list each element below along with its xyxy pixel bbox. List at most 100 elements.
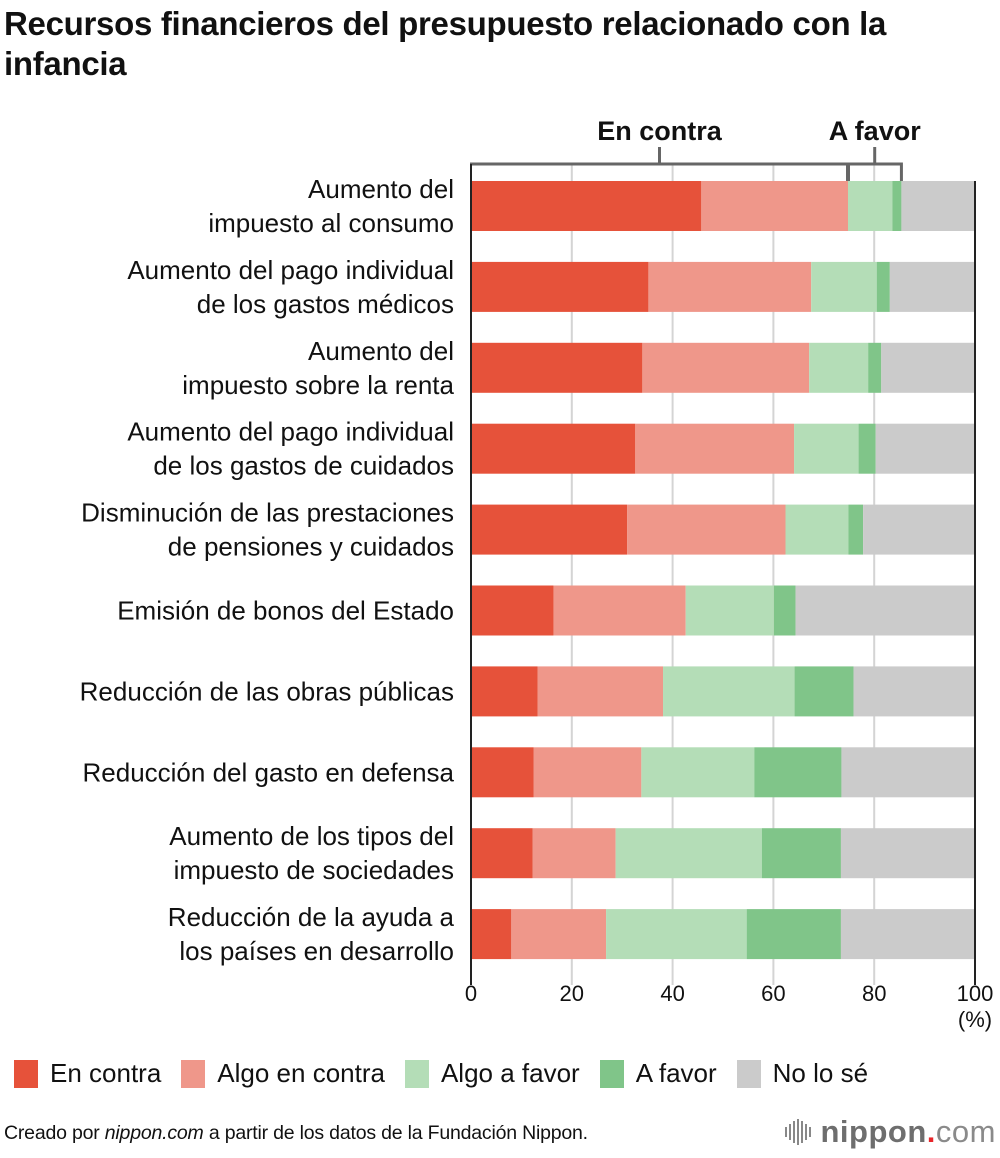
bar-segment-en-contra (471, 909, 512, 960)
legend-item: No lo sé (736, 1058, 869, 1089)
legend-swatch (599, 1059, 624, 1088)
bar-segment-algo-en-contra (627, 504, 786, 555)
category-label: de pensiones y cuidados (168, 532, 454, 562)
bar-segment-en-contra (471, 181, 702, 231)
category-label: los países en desarrollo (179, 936, 454, 966)
bracket-label: En contra (597, 116, 723, 146)
bar-segment-no-lo-s- (840, 828, 975, 879)
bar-segment-algo-a-favor (641, 747, 755, 798)
category-label: Reducción de la ayuda a (168, 902, 455, 932)
legend-swatch (404, 1059, 429, 1088)
logo-dot: . (926, 1114, 936, 1149)
chart-title: Recursos financieros del presupuesto rel… (4, 5, 887, 82)
bar-segment-a-favor (868, 342, 882, 393)
legend-item: Algo en contra (181, 1058, 385, 1089)
bar-segment-no-lo-s- (901, 181, 975, 231)
bar-segment-en-contra (471, 342, 643, 393)
category-label: Aumento del (308, 174, 454, 204)
legend-label: En contra (50, 1058, 162, 1088)
x-axis: 0 20 40 60 80 100(%) (465, 164, 993, 1032)
bracket-label: A favor (829, 116, 922, 146)
bar-segment-a-favor (746, 909, 841, 960)
bar-segment-algo-a-favor (811, 261, 877, 312)
source-note: Creado por nippon.com a partir de los da… (4, 1122, 588, 1145)
bar-segment-algo-a-favor (606, 909, 747, 960)
bar-segment-a-favor (761, 828, 841, 879)
source-site: nippon.com (104, 1122, 204, 1144)
category-labels: Aumento del impuesto al consumo Aumento de… (80, 174, 455, 966)
bar-segment-a-favor (876, 261, 890, 312)
bar-segment-algo-a-favor (685, 585, 774, 636)
logo-text: nippon.com (821, 1114, 997, 1150)
bar-segment-no-lo-s- (889, 261, 975, 312)
category-label: impuesto de sociedades (174, 855, 454, 885)
logo-waveform-icon (784, 1117, 813, 1147)
stacked-bar-chart: En contra A favor Aumento del impuesto al … (80, 116, 994, 1032)
bar-segment-en-contra (471, 423, 636, 474)
bar-segment-algo-en-contra (532, 828, 616, 879)
legend-swatch (736, 1059, 761, 1088)
bar-segment-algo-en-contra (537, 666, 664, 717)
x-axis-unit-label: (%) (958, 1007, 992, 1032)
source-prefix: Creado por (4, 1122, 105, 1144)
bar-segment-no-lo-s- (853, 666, 975, 717)
bar-segment-no-lo-s- (863, 504, 975, 555)
category-label: impuesto sobre la renta (182, 370, 454, 400)
legend-item: En contra (14, 1058, 161, 1089)
bracket-en-contra: En contra (470, 116, 850, 181)
bar-segment-a-favor (848, 504, 864, 555)
bar-segment-algo-en-contra (642, 342, 810, 393)
category-label: Reducción del gasto en defensa (83, 757, 455, 787)
bar-segment-algo-en-contra (701, 181, 848, 231)
bar-segment-a-favor (754, 747, 842, 798)
category-label: Aumento del pago individual (127, 255, 454, 285)
legend-swatch (181, 1059, 206, 1088)
bar-segment-algo-en-contra (648, 261, 812, 312)
legend-label: No lo sé (772, 1058, 869, 1088)
bar-segment-no-lo-s- (875, 423, 975, 474)
category-label: Emisión de bonos del Estado (117, 596, 454, 626)
bar-segment-en-contra (471, 261, 649, 312)
bar-segment-a-favor (858, 423, 876, 474)
x-tick-label: 40 (660, 981, 684, 1006)
bar-segment-algo-a-favor (794, 423, 859, 474)
logo-tld: com (935, 1114, 996, 1149)
bars (471, 181, 975, 960)
legend-label: A favor (635, 1058, 717, 1088)
category-label: Disminución de las prestaciones (81, 498, 454, 528)
x-tick-label: 0 (465, 981, 477, 1006)
bracket-a-favor: A favor (829, 116, 922, 181)
category-label: de los gastos médicos (197, 289, 454, 319)
logo-name: nippon (820, 1114, 927, 1149)
legend-label: Algo a favor (440, 1058, 580, 1088)
x-tick-label: 80 (862, 981, 886, 1006)
bar-segment-a-favor (892, 181, 902, 231)
bar-segment-algo-a-favor (785, 504, 849, 555)
bar-segment-a-favor (794, 666, 854, 717)
bar-segment-algo-a-favor (663, 666, 795, 717)
legend: En contra Algo en contra Algo a favor A fav… (14, 1058, 888, 1089)
legend-swatch (14, 1059, 38, 1088)
bar-segment-en-contra (471, 504, 628, 555)
category-label: Aumento de los tipos del (169, 821, 454, 851)
x-tick-label: 100 (957, 981, 994, 1006)
bar-segment-no-lo-s- (841, 747, 975, 798)
bar-segment-algo-a-favor (615, 828, 762, 879)
bar-segment-algo-en-contra (635, 423, 795, 474)
category-label: de los gastos de cuidados (153, 451, 454, 481)
bar-segment-algo-a-favor (809, 342, 869, 393)
category-label: impuesto al consumo (208, 208, 454, 238)
bar-segment-no-lo-s- (881, 342, 975, 393)
bar-segment-algo-en-contra (511, 909, 607, 960)
bar-segment-en-contra (471, 747, 534, 798)
bar-segment-no-lo-s- (840, 909, 975, 960)
legend-label: Algo en contra (217, 1058, 385, 1088)
x-tick-label: 20 (560, 981, 584, 1006)
nippon-logo: nippon.com (784, 1114, 997, 1150)
bar-segment-en-contra (471, 585, 554, 636)
category-label: Aumento del (308, 336, 454, 366)
bar-segment-en-contra (471, 828, 533, 879)
x-tick-label: 60 (761, 981, 785, 1006)
source-suffix: a partir de los datos de la Fundación Ni… (203, 1122, 588, 1144)
category-bracket: En contra A favor (470, 116, 922, 181)
